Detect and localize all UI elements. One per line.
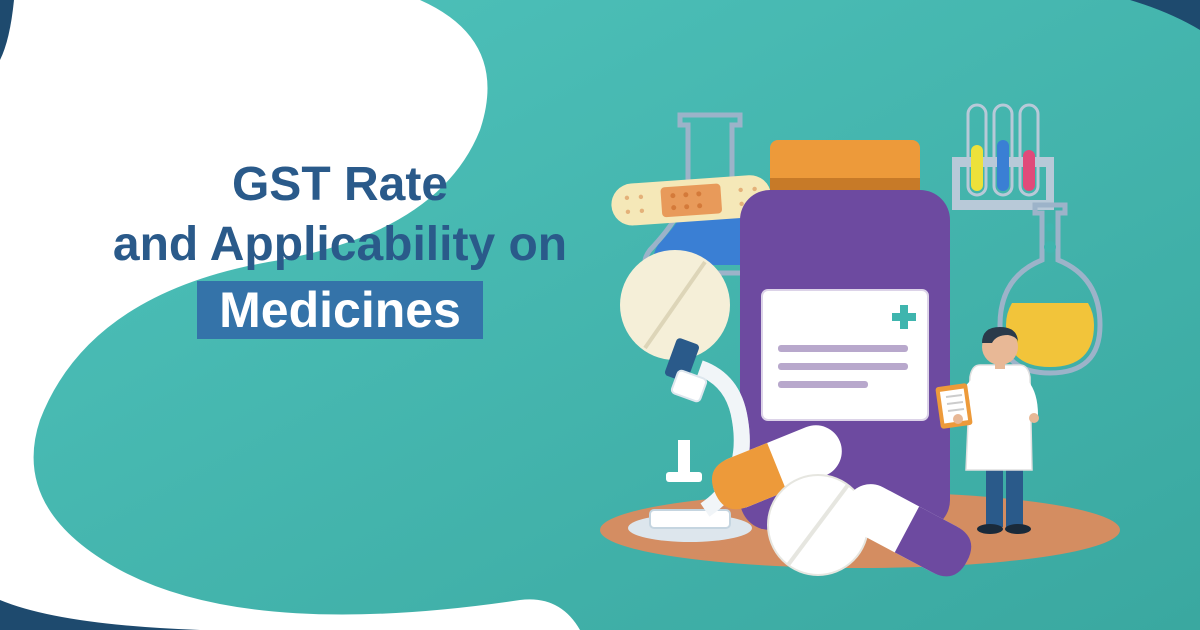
test-tubes-icon: [952, 105, 1054, 210]
medical-illustration: [560, 70, 1180, 590]
pill-round-behind-icon: [620, 250, 730, 360]
heading-line2: and Applicability on: [100, 215, 580, 275]
heading-line1: GST Rate: [100, 155, 580, 215]
heading-highlight: Medicines: [197, 281, 483, 339]
heading-block: GST Rate and Applicability on Medicines: [100, 155, 580, 339]
